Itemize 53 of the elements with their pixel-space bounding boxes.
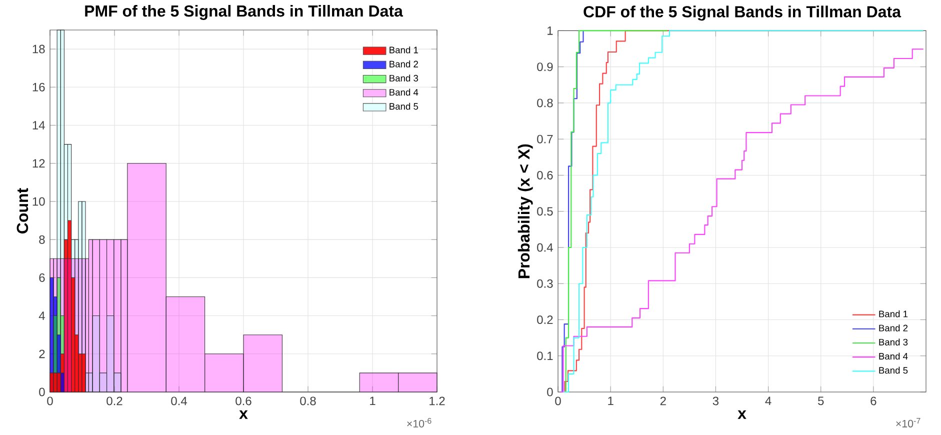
y-tick-label: 0 [39, 388, 45, 396]
y-tick-label: 1 [548, 26, 553, 35]
legend-label: Band 4 [390, 88, 418, 96]
x-tick-label: 0.2 [106, 396, 122, 406]
x-tick-label: 0.4 [171, 396, 187, 406]
y-tick-label: 8 [39, 235, 45, 244]
y-tick-label: 4 [38, 312, 45, 320]
y-tick-label: 0.4 [537, 243, 553, 252]
x-tick-label: 5 [818, 396, 824, 406]
y-tick-label: 0.2 [537, 315, 553, 324]
text: ×10$^{-6}$ [407, 418, 432, 428]
x-tick-label: 2 [660, 396, 666, 406]
chart-title: CDF of the 5 Signal Bands in Tillman Data [584, 6, 902, 21]
y-tick-label: 6 [39, 273, 45, 282]
x-tick-label: 1 [608, 396, 614, 405]
text: ×10$^{-7}$ [896, 418, 920, 428]
x-tick-label: 6 [870, 396, 876, 406]
y-tick-label: 0.6 [537, 170, 553, 180]
x-tick-label: 0.8 [300, 396, 316, 406]
x-axis-title: x [239, 410, 248, 419]
y-tick-label: 0.7 [537, 134, 553, 144]
x-tick-label: 1.2 [430, 396, 445, 406]
legend-label: Band 4 [879, 352, 908, 360]
x-axis-title: x [738, 410, 746, 419]
y-tick-label: 0.3 [537, 279, 553, 288]
x-tick-label: 0 [47, 396, 53, 406]
legend-label: Band 3 [390, 74, 418, 82]
y-tick-label: 0.5 [537, 207, 553, 216]
legend-label: Band 2 [390, 60, 418, 68]
legend-label: Band 5 [390, 102, 418, 110]
y-tick-label: 18 [32, 44, 45, 54]
x-tick-label: 0.6 [236, 396, 252, 406]
x-tick-label: 1 [370, 396, 376, 405]
y-tick-label: 16 [32, 82, 45, 92]
y-tick-label: 14 [32, 121, 45, 130]
legend-label: Band 1 [879, 310, 908, 318]
y-tick-label: 0.9 [537, 62, 553, 72]
y-tick-label: 2 [39, 350, 45, 358]
y-axis-title: Count [16, 188, 28, 234]
y-tick-label: 0 [547, 388, 553, 396]
y-axis-title: Probability (x < X) [518, 144, 533, 278]
legend-label: Band 5 [879, 366, 908, 374]
legend-label: Band 2 [879, 324, 908, 332]
x-tick-label: 4 [765, 396, 772, 405]
x-tick-label: 3 [712, 396, 719, 406]
chart-title: PMF of the 5 Signal Bands in Tillman Data [85, 4, 404, 20]
y-tick-label: 10 [32, 197, 45, 206]
x-tick-label: 0 [555, 396, 561, 406]
legend-label: Band 1 [390, 46, 418, 54]
y-tick-label: 0.8 [537, 98, 553, 108]
legend-label: Band 3 [879, 338, 908, 346]
y-tick-label: 0.1 [537, 352, 553, 360]
y-tick-label: 12 [32, 159, 45, 168]
